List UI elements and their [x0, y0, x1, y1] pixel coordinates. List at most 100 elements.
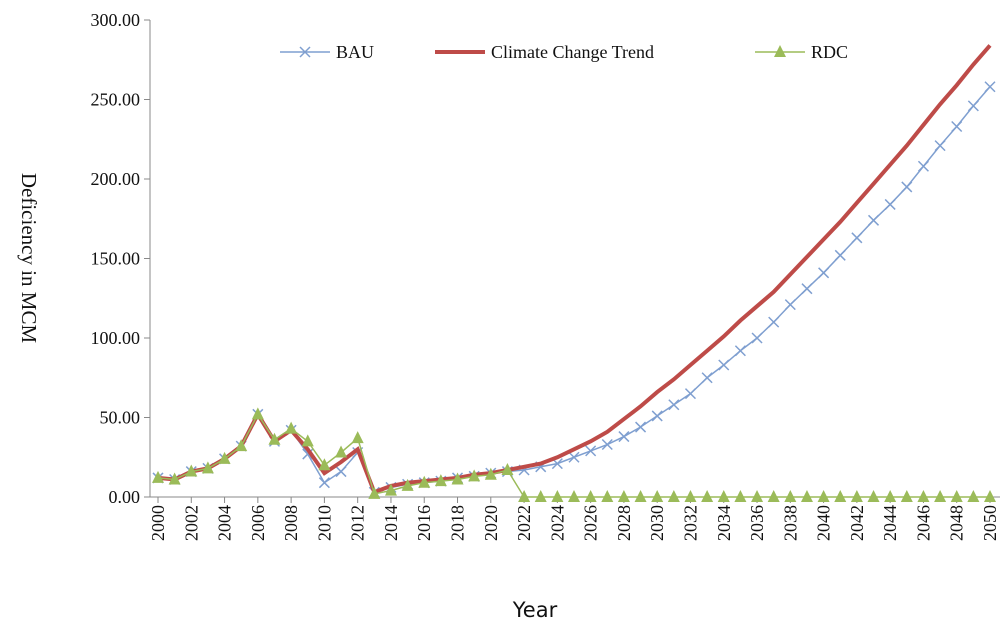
point	[867, 214, 880, 226]
point	[618, 431, 630, 443]
x-tick-label: 2010	[314, 505, 334, 541]
point	[484, 467, 497, 480]
point	[251, 407, 264, 420]
point	[285, 421, 298, 434]
point	[235, 439, 248, 452]
y-tick-label: 0.00	[109, 487, 141, 507]
series-line	[157, 412, 990, 498]
point	[834, 490, 847, 502]
point	[551, 490, 564, 502]
point	[800, 490, 813, 502]
point	[634, 490, 647, 502]
point	[950, 490, 963, 502]
point	[368, 486, 381, 499]
point	[667, 490, 680, 502]
x-tick-label: 2022	[514, 505, 534, 541]
legend-label: Climate Change Trend	[491, 42, 654, 62]
x-tick-label: 2046	[913, 505, 933, 541]
x-tick-label: 2024	[547, 505, 567, 541]
point	[318, 458, 331, 471]
point	[384, 483, 397, 496]
y-tick-label: 250.00	[91, 90, 141, 110]
series-line	[157, 44, 992, 495]
point	[784, 490, 797, 502]
y-tick-label: 50.00	[100, 408, 141, 428]
point	[751, 490, 764, 502]
point	[717, 490, 730, 502]
x-tick-label: 2038	[780, 505, 800, 541]
x-tick-label: 2018	[448, 505, 468, 541]
x-tick-label: 2006	[248, 505, 268, 541]
y-tick-label: 150.00	[91, 249, 141, 269]
point	[934, 140, 946, 152]
legend-label: RDC	[811, 42, 848, 62]
x-tick-label: 2048	[947, 505, 967, 541]
point	[984, 490, 996, 502]
point	[801, 283, 813, 295]
point	[201, 461, 214, 474]
point	[734, 490, 747, 502]
legend-marker	[299, 46, 311, 58]
point	[418, 475, 431, 488]
point	[900, 490, 913, 502]
point	[218, 451, 231, 464]
point	[335, 445, 348, 458]
legend-marker	[774, 45, 786, 57]
x-axis-title: Year	[512, 598, 558, 622]
y-axis-title: Deficiency in MCM	[17, 173, 41, 344]
point	[651, 490, 664, 502]
x-tick-label: 2028	[614, 505, 634, 541]
point	[851, 232, 863, 244]
point	[335, 466, 347, 478]
point	[534, 490, 547, 502]
point	[601, 490, 614, 502]
point	[901, 181, 913, 193]
point	[185, 464, 198, 477]
point	[501, 462, 514, 475]
point	[867, 490, 880, 502]
x-tick-label: 2020	[481, 505, 501, 541]
x-tick-label: 2034	[714, 505, 734, 541]
point	[568, 451, 580, 463]
x-tick-label: 2016	[414, 505, 434, 541]
point	[967, 490, 980, 502]
point	[268, 432, 281, 445]
point	[568, 490, 580, 502]
point	[751, 332, 763, 344]
x-tick-label: 2004	[215, 505, 235, 541]
point	[768, 316, 780, 328]
y-tick-label: 100.00	[91, 328, 141, 348]
x-tick-label: 2002	[181, 505, 201, 541]
point	[951, 120, 963, 133]
x-tick-label: 2030	[647, 505, 667, 541]
point	[701, 490, 714, 502]
point	[585, 445, 597, 457]
point	[318, 477, 330, 489]
x-tick-label: 2032	[680, 505, 700, 541]
point	[701, 372, 713, 384]
y-tick-label: 200.00	[91, 169, 141, 189]
point	[734, 345, 746, 357]
point	[884, 198, 896, 210]
point	[850, 490, 863, 502]
x-tick-label: 2000	[148, 505, 168, 541]
point	[617, 490, 630, 502]
point	[834, 249, 846, 261]
point	[784, 299, 796, 311]
point	[684, 388, 697, 400]
point	[767, 490, 780, 502]
x-tick-label: 2044	[880, 505, 900, 541]
x-tick-label: 2040	[814, 505, 834, 541]
point	[152, 470, 164, 483]
point	[818, 267, 830, 279]
point	[917, 160, 929, 172]
point	[718, 359, 730, 371]
legend-label: BAU	[336, 42, 374, 62]
point	[651, 410, 663, 422]
x-tick-label: 2026	[581, 505, 601, 541]
point	[635, 421, 647, 433]
y-tick-label: 300.00	[91, 10, 141, 30]
point	[401, 478, 414, 491]
point	[351, 431, 364, 444]
